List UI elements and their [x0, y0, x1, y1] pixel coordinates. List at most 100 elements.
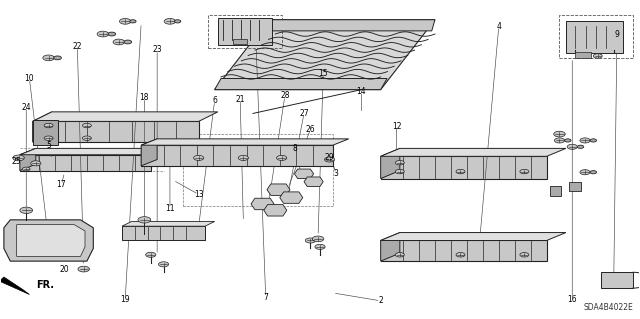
Circle shape: [396, 169, 404, 174]
Circle shape: [113, 39, 125, 45]
Text: 9: 9: [614, 30, 620, 39]
Text: 24: 24: [21, 103, 31, 112]
Circle shape: [130, 20, 136, 23]
Circle shape: [577, 145, 584, 148]
Circle shape: [324, 157, 335, 162]
Circle shape: [456, 169, 465, 174]
Polygon shape: [566, 21, 623, 53]
Circle shape: [20, 207, 33, 213]
Circle shape: [238, 155, 248, 160]
Text: SDA4B4022E: SDA4B4022E: [583, 303, 633, 312]
Text: 8: 8: [292, 144, 297, 153]
Circle shape: [567, 144, 577, 149]
Circle shape: [554, 138, 564, 143]
Polygon shape: [33, 120, 58, 145]
Polygon shape: [20, 148, 167, 155]
Circle shape: [13, 155, 24, 161]
Text: 12: 12: [392, 122, 401, 131]
Polygon shape: [381, 233, 400, 261]
Circle shape: [315, 244, 325, 249]
Text: 2: 2: [378, 296, 383, 305]
Text: 6: 6: [212, 96, 217, 105]
Circle shape: [305, 238, 316, 243]
Polygon shape: [575, 52, 591, 58]
Text: 23: 23: [152, 45, 162, 55]
Text: 11: 11: [165, 204, 175, 213]
Circle shape: [44, 123, 53, 128]
Circle shape: [193, 155, 204, 160]
Circle shape: [83, 136, 92, 140]
Circle shape: [520, 253, 529, 257]
Polygon shape: [233, 39, 246, 44]
Text: 19: 19: [120, 295, 130, 304]
Polygon shape: [20, 148, 36, 171]
Text: 28: 28: [280, 92, 290, 100]
Polygon shape: [17, 225, 85, 256]
Polygon shape: [141, 145, 333, 166]
Text: 18: 18: [140, 93, 149, 102]
Text: 7: 7: [263, 293, 268, 302]
Polygon shape: [141, 139, 349, 145]
Circle shape: [54, 56, 61, 60]
Polygon shape: [33, 112, 218, 122]
Circle shape: [590, 139, 596, 142]
Polygon shape: [280, 192, 303, 203]
Circle shape: [22, 167, 30, 171]
Text: 17: 17: [56, 181, 66, 189]
Polygon shape: [267, 184, 290, 196]
Circle shape: [164, 19, 175, 24]
Circle shape: [564, 139, 571, 142]
Polygon shape: [381, 233, 566, 241]
Circle shape: [520, 169, 529, 174]
Polygon shape: [381, 148, 566, 156]
Bar: [182, 134, 333, 205]
Polygon shape: [4, 220, 93, 261]
Circle shape: [456, 253, 465, 257]
Polygon shape: [20, 155, 151, 171]
Polygon shape: [33, 122, 198, 142]
Circle shape: [580, 138, 590, 143]
Polygon shape: [33, 112, 52, 142]
Polygon shape: [381, 241, 547, 261]
Polygon shape: [304, 177, 323, 187]
Polygon shape: [214, 78, 387, 90]
Polygon shape: [381, 148, 400, 179]
Circle shape: [593, 54, 602, 58]
Text: 14: 14: [356, 87, 366, 96]
Circle shape: [97, 31, 109, 37]
Text: 16: 16: [568, 295, 577, 304]
Circle shape: [146, 252, 156, 257]
Text: 26: 26: [306, 125, 316, 134]
Polygon shape: [262, 20, 435, 31]
Text: 29: 29: [324, 153, 334, 162]
Polygon shape: [550, 187, 561, 196]
Text: 25: 25: [12, 157, 22, 166]
Text: 4: 4: [497, 22, 501, 31]
Text: 5: 5: [46, 141, 51, 150]
Circle shape: [276, 155, 287, 160]
Bar: [559, 15, 633, 58]
Circle shape: [124, 40, 132, 44]
Circle shape: [580, 170, 590, 175]
Text: 13: 13: [194, 190, 204, 199]
Circle shape: [590, 171, 596, 174]
Polygon shape: [381, 156, 547, 179]
Circle shape: [174, 20, 180, 23]
Polygon shape: [214, 20, 435, 90]
Bar: [208, 15, 282, 48]
Circle shape: [43, 55, 54, 61]
Polygon shape: [294, 169, 314, 179]
Circle shape: [44, 136, 53, 140]
Circle shape: [120, 19, 131, 24]
Text: 3: 3: [333, 169, 339, 178]
Text: 27: 27: [300, 109, 309, 118]
Polygon shape: [218, 18, 272, 45]
Polygon shape: [264, 204, 287, 216]
Polygon shape: [0, 277, 29, 294]
Polygon shape: [122, 226, 205, 241]
Circle shape: [31, 161, 41, 166]
Polygon shape: [601, 272, 633, 288]
Text: 10: 10: [24, 74, 35, 83]
Circle shape: [138, 217, 151, 223]
Circle shape: [108, 32, 116, 36]
